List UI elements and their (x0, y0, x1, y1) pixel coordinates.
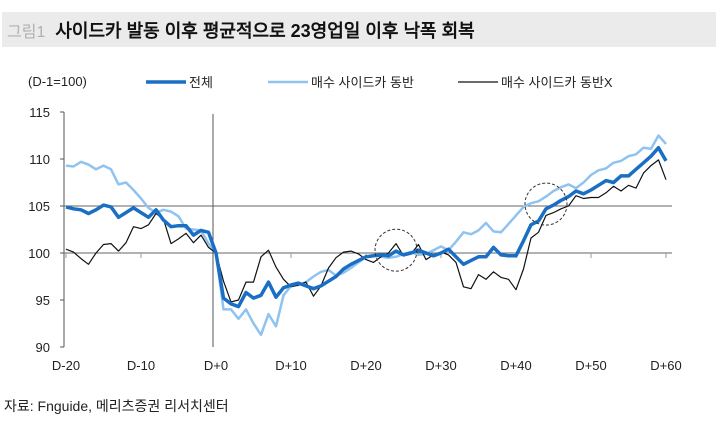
x-tick-label: D+30 (425, 358, 456, 373)
source-note: 자료: Fnguide, 메리츠증권 리서치센터 (4, 398, 229, 414)
legend: 전체 매수 사이드카 동반 매수 사이드카 동반X (146, 75, 613, 90)
figure-label: 그림1 (7, 23, 46, 41)
legend-label-0: 전체 (189, 75, 213, 90)
series-line-1 (65, 134, 667, 337)
y-tick-label: 115 (29, 105, 50, 120)
x-tick-label: D-20 (52, 358, 80, 373)
x-tick-label: D+20 (350, 358, 381, 373)
x-tick-label: D-10 (127, 358, 155, 373)
x-tick-label: D+10 (275, 358, 306, 373)
legend-label-2: 매수 사이드카 동반X (501, 75, 613, 90)
legend-label-1: 매수 사이드카 동반 (311, 75, 414, 90)
x-tick-label: D+0 (204, 358, 228, 373)
x-tick-label: D+50 (575, 358, 606, 373)
title-bar: 그림1 사이드카 발동 이후 평균적으로 23영업일 이후 낙폭 회복 (2, 12, 716, 47)
y-tick-label: 110 (29, 152, 50, 167)
dashed-circle-annotation (524, 182, 568, 226)
series-line-2 (65, 159, 667, 303)
y-unit-label: (D-1=100) (28, 74, 87, 89)
dashed-circle-annotation (374, 228, 418, 272)
y-tick-label: 90 (36, 340, 50, 355)
y-tick-label: 100 (28, 246, 50, 261)
series-line-0 (65, 145, 668, 309)
y-tick-label: 95 (36, 293, 50, 308)
chart-title: 사이드카 발동 이후 평균적으로 23영업일 이후 낙폭 회복 (55, 20, 475, 41)
x-tick-label: D+60 (650, 358, 681, 373)
y-tick-label: 105 (28, 199, 50, 214)
x-tick-label: D+40 (500, 358, 531, 373)
